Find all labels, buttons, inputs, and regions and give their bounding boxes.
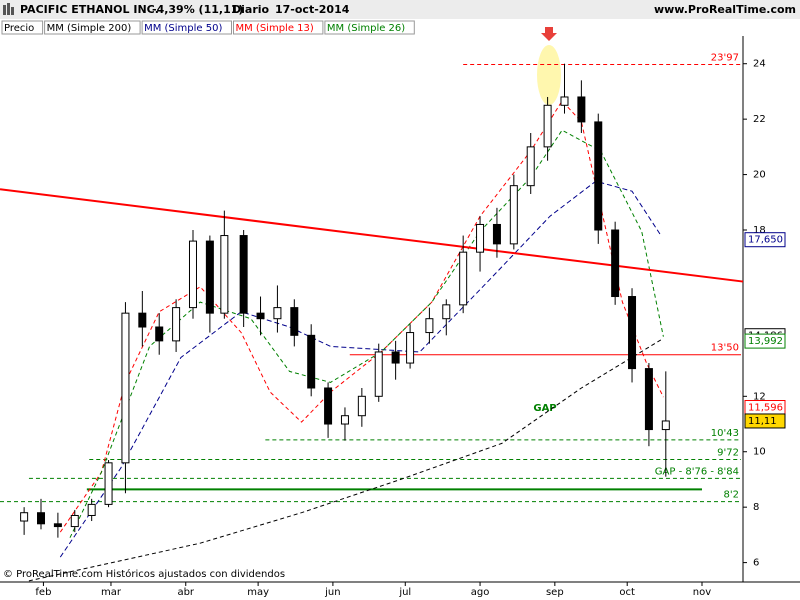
period: Diario [232,3,270,16]
x-tick-label: nov [693,587,711,598]
candle-body [138,312,147,328]
legend-box [233,20,324,35]
legend-box [1,20,44,35]
top-arrow [541,27,557,41]
candle-body [188,240,197,309]
legend-box [44,20,141,35]
level-label: GAP - 8'76 - 8'84 [655,466,739,477]
y-tick-label: 22 [753,114,766,125]
moving-average [59,100,664,533]
candle-body [70,514,79,528]
header-bar [0,0,800,19]
y-tick-label: 12 [753,391,766,402]
legend: Precio MM (Simple 200) MM (Simple 50) MM (S… [1,20,415,35]
candle-body [53,523,62,528]
y-tick-label: 10 [753,447,766,458]
y-tick-label: 24 [753,59,766,70]
candle-body [526,146,535,187]
candle-body [155,326,164,342]
candle-body [509,185,518,245]
source: www.ProRealTime.com [654,3,796,16]
y-tick-label: 6 [753,558,759,569]
x-tick-label: abr [177,587,194,598]
candle-body [273,307,282,320]
price-box-label: 17,650 [748,235,783,246]
candle-body [121,312,130,464]
legend-label: MM (Simple 200) [47,23,132,34]
candle-body [104,462,113,505]
candle-body [37,512,46,525]
date: 17-oct-2014 [275,3,350,16]
level-label: 10'43 [711,428,739,439]
candle-body [205,240,214,314]
candle-body [661,420,670,431]
price-box-label: 11,596 [748,403,783,414]
candle-body [374,351,383,397]
candle-body [543,104,552,148]
candle-body [239,235,248,314]
moving-average [28,339,662,582]
x-tick-label: feb [35,587,51,598]
candle-body [644,368,653,431]
price-box [744,333,786,349]
y-tick-label: 8 [753,502,759,513]
candle-body [20,512,29,522]
candle-body [628,296,637,370]
price-box-label: 11,11 [748,416,777,427]
candle-body [425,318,434,334]
legend-label: MM (Simple 50) [144,23,222,34]
chart-title: PACIFIC ETHANOL INC. [20,3,159,16]
legend-box [324,20,415,35]
candle-body [459,251,468,306]
candle-body [560,96,569,106]
candle-body [594,121,603,231]
candle-body [611,229,620,298]
legend-label: MM (Simple 26) [327,23,405,34]
y-tick-label: 20 [753,170,766,181]
level-label: 8'2 [724,490,739,501]
candle-body [290,307,299,336]
x-tick-label: jul [398,587,411,598]
price-box-label: 13,992 [748,336,783,347]
candle-body [307,334,316,389]
candle-body [324,387,333,425]
footer: © ProRealTime.com Históricos ajustados c… [3,568,285,580]
candle-body [220,235,229,314]
price-box [744,232,786,248]
candle-body [87,503,96,516]
gap-label: GAP [533,403,556,414]
y-tick-label: 18 [753,225,766,236]
candle-body [391,351,400,364]
candle-body [256,312,265,320]
level-label: 13'50 [711,343,739,354]
x-tick-label: ago [471,587,490,598]
candle-body [476,223,485,253]
candle-body [577,96,586,123]
trendline [0,188,744,283]
candle-body [406,332,415,364]
candle-body [357,395,366,417]
legend-box [141,20,233,35]
x-tick-label: oct [619,587,635,598]
level-label: 9'72 [717,447,739,458]
candle-body [442,304,451,320]
candle-body [340,415,349,425]
x-tick-label: sep [546,587,564,598]
change: -4,39% (11,11) [152,3,243,16]
candle-body [172,307,181,342]
legend-label: MM (Simple 13) [236,23,314,34]
x-tick-label: may [247,587,269,598]
header-icon [3,3,14,15]
legend-label: Precio [4,23,34,34]
x-tick-label: jun [324,587,340,598]
candle-body [492,223,501,245]
price-box [744,413,786,429]
highlight [537,45,561,105]
x-tick-label: mar [101,587,122,598]
level-label: 23'97 [711,53,739,64]
